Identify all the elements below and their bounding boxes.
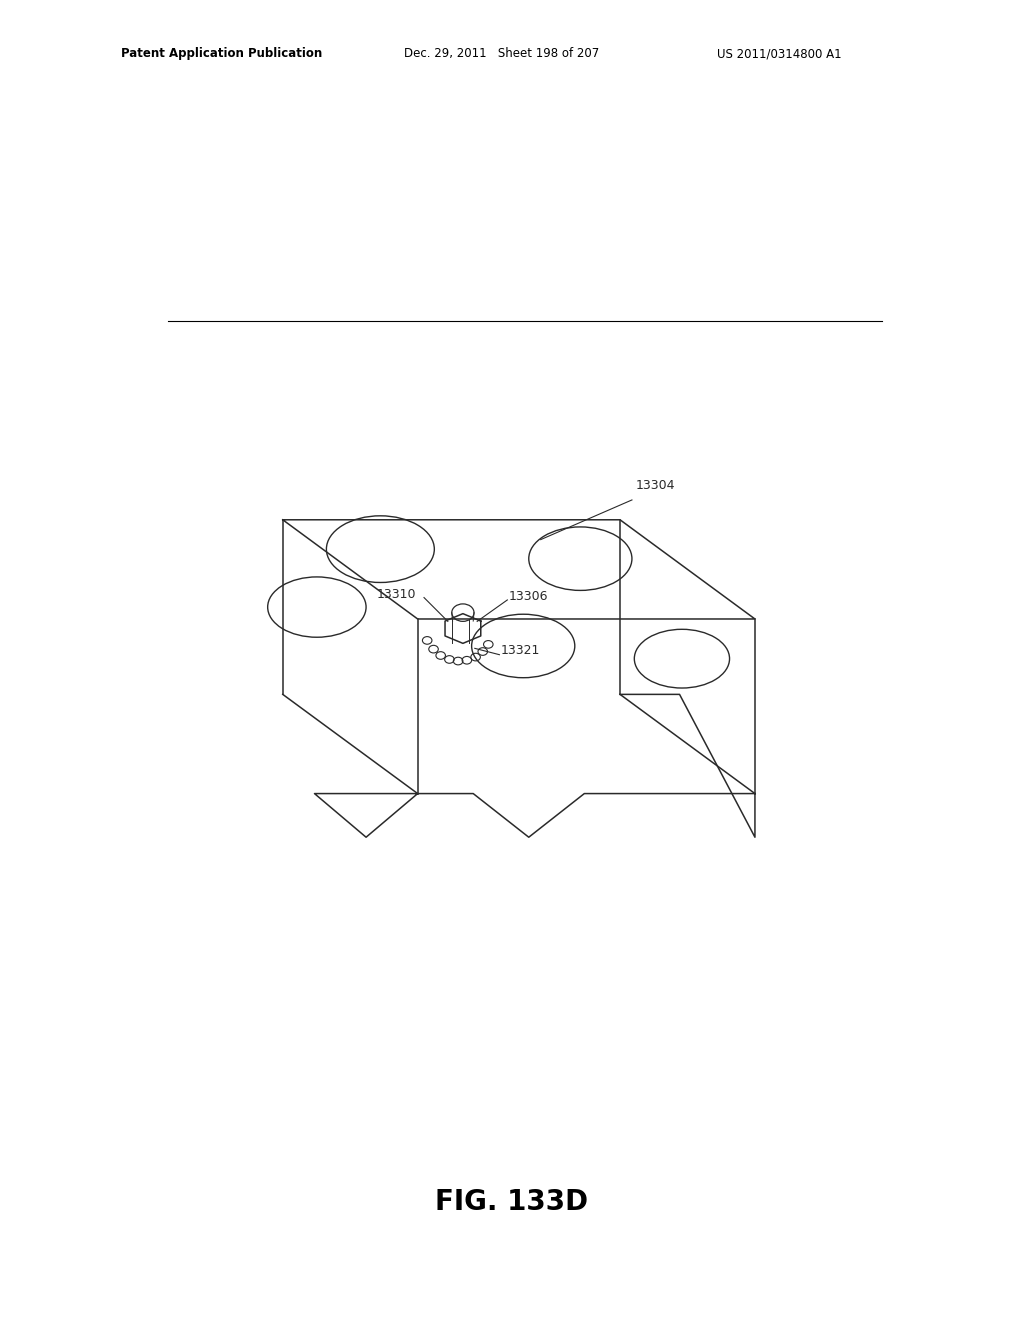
Text: 13310: 13310 (377, 587, 416, 601)
Text: 13304: 13304 (636, 479, 676, 492)
Text: FIG. 133D: FIG. 133D (435, 1188, 589, 1217)
Text: Dec. 29, 2011   Sheet 198 of 207: Dec. 29, 2011 Sheet 198 of 207 (404, 48, 600, 61)
Text: 13306: 13306 (509, 590, 549, 603)
Text: Patent Application Publication: Patent Application Publication (121, 48, 323, 61)
Text: 13321: 13321 (501, 644, 541, 657)
Text: US 2011/0314800 A1: US 2011/0314800 A1 (717, 48, 842, 61)
